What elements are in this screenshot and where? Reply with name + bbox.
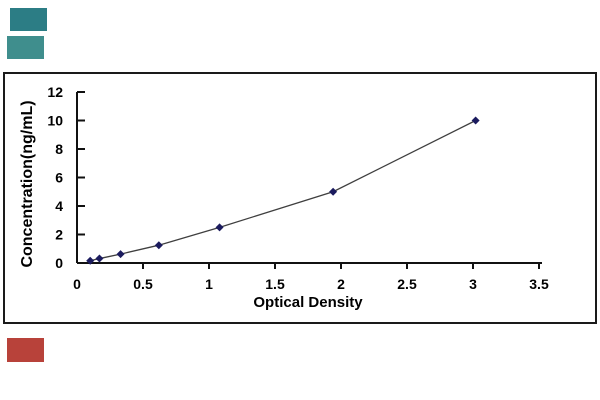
x-axis-title: Optical Density <box>253 294 363 311</box>
color-swatch-red <box>7 338 44 362</box>
data-point-marker <box>471 116 480 125</box>
data-point-marker <box>86 256 95 265</box>
y-tick-label: 4 <box>55 198 63 214</box>
data-point-marker <box>215 223 224 232</box>
series-layer <box>86 116 480 265</box>
color-swatch-teal-top <box>10 8 47 31</box>
y-tick-label: 6 <box>55 170 63 186</box>
data-point-marker <box>154 241 163 250</box>
y-tick-label: 8 <box>55 141 63 157</box>
x-tick-label: 2 <box>337 276 345 292</box>
y-axis-title: Concentration(ng/mL) <box>19 100 36 267</box>
x-tick-label: 1.5 <box>265 276 285 292</box>
y-tick-label: 0 <box>55 255 63 271</box>
x-tick-label: 2.5 <box>397 276 417 292</box>
x-tick-label: 3.5 <box>529 276 549 292</box>
plot-frame <box>3 72 597 324</box>
standard-curve-line <box>90 119 476 262</box>
y-tick-label: 10 <box>47 113 63 129</box>
color-swatch-teal-bottom <box>7 36 44 59</box>
x-tick-label: 0 <box>73 276 81 292</box>
x-tick-label: 3 <box>469 276 477 292</box>
x-tick-label: 1 <box>205 276 213 292</box>
y-tick-label: 2 <box>55 227 63 243</box>
x-tick-label: 0.5 <box>133 276 153 292</box>
axes-layer: 0 0.5 1 1.5 2 2.5 3 3.5 0 2 4 6 8 10 12 <box>47 84 549 292</box>
y-tick-label: 12 <box>47 84 63 100</box>
data-point-marker <box>116 250 125 259</box>
data-point-marker <box>329 187 338 196</box>
data-point-marker <box>95 254 104 263</box>
